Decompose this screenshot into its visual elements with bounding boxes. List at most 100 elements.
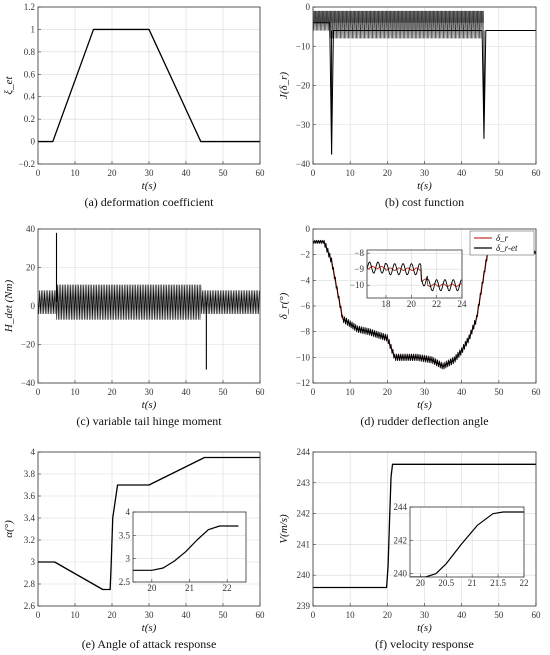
x-tick-label: 20 — [383, 168, 393, 178]
x-axis-label: t(s) — [417, 622, 432, 634]
y-tick-label: 1 — [31, 24, 36, 34]
panel-caption: (a) deformation coefficient — [84, 195, 214, 209]
y-tick-label: 242 — [394, 535, 408, 545]
x-tick-label: 40 — [182, 168, 192, 178]
panel-a: 0 10 20 30 40 50 60−0.200.20.40.60.811.2t(s)(a… — [3, 2, 265, 209]
x-tick-label: 10 — [71, 610, 81, 620]
plot-frame — [312, 451, 537, 607]
x-tick-label: 0 — [36, 610, 41, 620]
y-tick-label: 0.4 — [24, 92, 36, 102]
x-tick-label: 60 — [532, 168, 542, 178]
panel-caption: (b) cost function — [385, 195, 464, 209]
plot-frame — [37, 228, 261, 384]
x-tick-label: 20 — [407, 299, 417, 309]
y-tick-label: 40 — [26, 224, 36, 234]
legend-label-delta-r-et: δ_r-et — [496, 243, 518, 253]
y-tick-label: 241 — [297, 539, 311, 549]
x-tick-label: 30 — [145, 387, 155, 397]
y-tick-label: 242 — [297, 509, 311, 519]
y-tick-label: −6 — [300, 301, 310, 311]
y-tick-label: −20 — [21, 340, 36, 350]
inset-e: 20 21 22 2.5 3 3.5 4 — [119, 507, 247, 593]
legend-label-delta-r: δ_r — [496, 233, 509, 243]
y-tick-label: 3.8 — [24, 469, 36, 479]
inset-f: 20 20.5 21 21.5 22 240 242 244 — [394, 502, 529, 588]
x-tick-label: 10 — [71, 387, 81, 397]
x-tick-label: 21 — [468, 578, 477, 588]
x-axis-label: t(s) — [142, 180, 157, 192]
y-axis-label: H_det (Nm) — [3, 280, 15, 334]
y-axis-label: α(°) — [3, 520, 15, 538]
x-tick-label: 30 — [420, 387, 430, 397]
hinge-moment-series — [38, 284, 260, 320]
plot-series — [313, 463, 536, 589]
panel-caption: (f) velocity response — [375, 637, 474, 651]
band-fill — [313, 10, 484, 23]
plot-series — [38, 232, 260, 370]
panel-caption: (e) Angle of attack response — [82, 637, 217, 651]
plot-frame — [312, 228, 537, 384]
x-tick-label: 20 — [416, 578, 426, 588]
x-tick-label: 50 — [494, 610, 504, 620]
panel-b: 0 10 20 30 40 50 60 −40 −30 −20 −10 0 t(s) (b) cost f… — [278, 2, 541, 209]
y-tick-label: 2.5 — [119, 577, 131, 587]
plot-frame — [37, 451, 261, 607]
x-tick-label: 20 — [383, 610, 393, 620]
y-tick-label: 3.6 — [24, 491, 36, 501]
x-tick-label: 20 — [383, 387, 393, 397]
y-tick-label: 0 — [31, 301, 36, 311]
y-tick-label: 244 — [297, 447, 311, 457]
y-axis-label: δ_r(°) — [278, 292, 290, 319]
y-tick-label: 240 — [394, 569, 408, 579]
inset-series — [133, 525, 239, 571]
y-tick-label: 0 — [31, 137, 36, 147]
x-tick-label: 50 — [219, 168, 229, 178]
x-tick-label: 60 — [256, 610, 266, 620]
x-tick-label: 60 — [256, 168, 266, 178]
inset-line — [410, 511, 524, 577]
x-tick-label: 40 — [457, 168, 467, 178]
cost-series — [313, 22, 536, 155]
inset-series — [410, 511, 524, 577]
y-tick-label: 0.8 — [24, 47, 36, 57]
x-tick-label: 50 — [494, 168, 504, 178]
x-tick-label: 20 — [108, 168, 118, 178]
x-axis-label: t(s) — [417, 180, 432, 192]
y-tick-label: −8 — [354, 248, 364, 258]
series-0 — [38, 456, 260, 591]
plot-series — [38, 456, 260, 591]
y-axis-label: ξ_et — [3, 75, 15, 94]
y-tick-label: −20 — [296, 81, 311, 91]
x-tick-label: 40 — [182, 610, 192, 620]
y-tick-label: 244 — [394, 502, 408, 512]
x-tick-label: 21 — [185, 583, 194, 593]
plot-frame — [409, 506, 525, 578]
x-tick-label: 40 — [457, 610, 467, 620]
panel-d: 0 10 20 30 40 50 60 −12 −10 −8 −6 −4 −2 0 δ_rδ_r-et t(s… — [278, 224, 541, 428]
panel-caption: (c) variable tail hinge moment — [76, 414, 222, 428]
plot-frame — [312, 6, 537, 165]
x-tick-label: 22 — [432, 299, 441, 309]
plot-area — [410, 507, 524, 577]
x-tick-label: 0 — [311, 387, 316, 397]
x-tick-label: 20.5 — [438, 578, 454, 588]
oscillation-band — [313, 10, 484, 39]
y-tick-label: 3.4 — [24, 513, 36, 523]
y-tick-label: −10 — [350, 280, 365, 290]
x-tick-label: 10 — [346, 387, 356, 397]
y-tick-label: −4 — [300, 275, 310, 285]
y-tick-label: 4 — [31, 447, 36, 457]
y-tick-label: −0.2 — [19, 159, 35, 169]
legend-box — [469, 230, 535, 256]
x-axis-label: t(s) — [142, 622, 157, 634]
inset-line — [133, 525, 239, 571]
series-0 — [38, 28, 260, 143]
inset-delta-r — [367, 265, 462, 287]
y-axis-label: V(m/s) — [278, 514, 290, 544]
panel-e: 0 10 20 30 40 50 60 2.6 2.8 3 3.2 3.4 3.6 3.8 4 t(s) (e)… — [3, 447, 265, 651]
legend: δ_rδ_r-et — [469, 230, 535, 256]
inset-d: 18 20 22 24 −10 −9 −8 — [350, 248, 467, 309]
x-tick-label: 30 — [420, 168, 430, 178]
y-tick-label: −10 — [296, 41, 311, 51]
